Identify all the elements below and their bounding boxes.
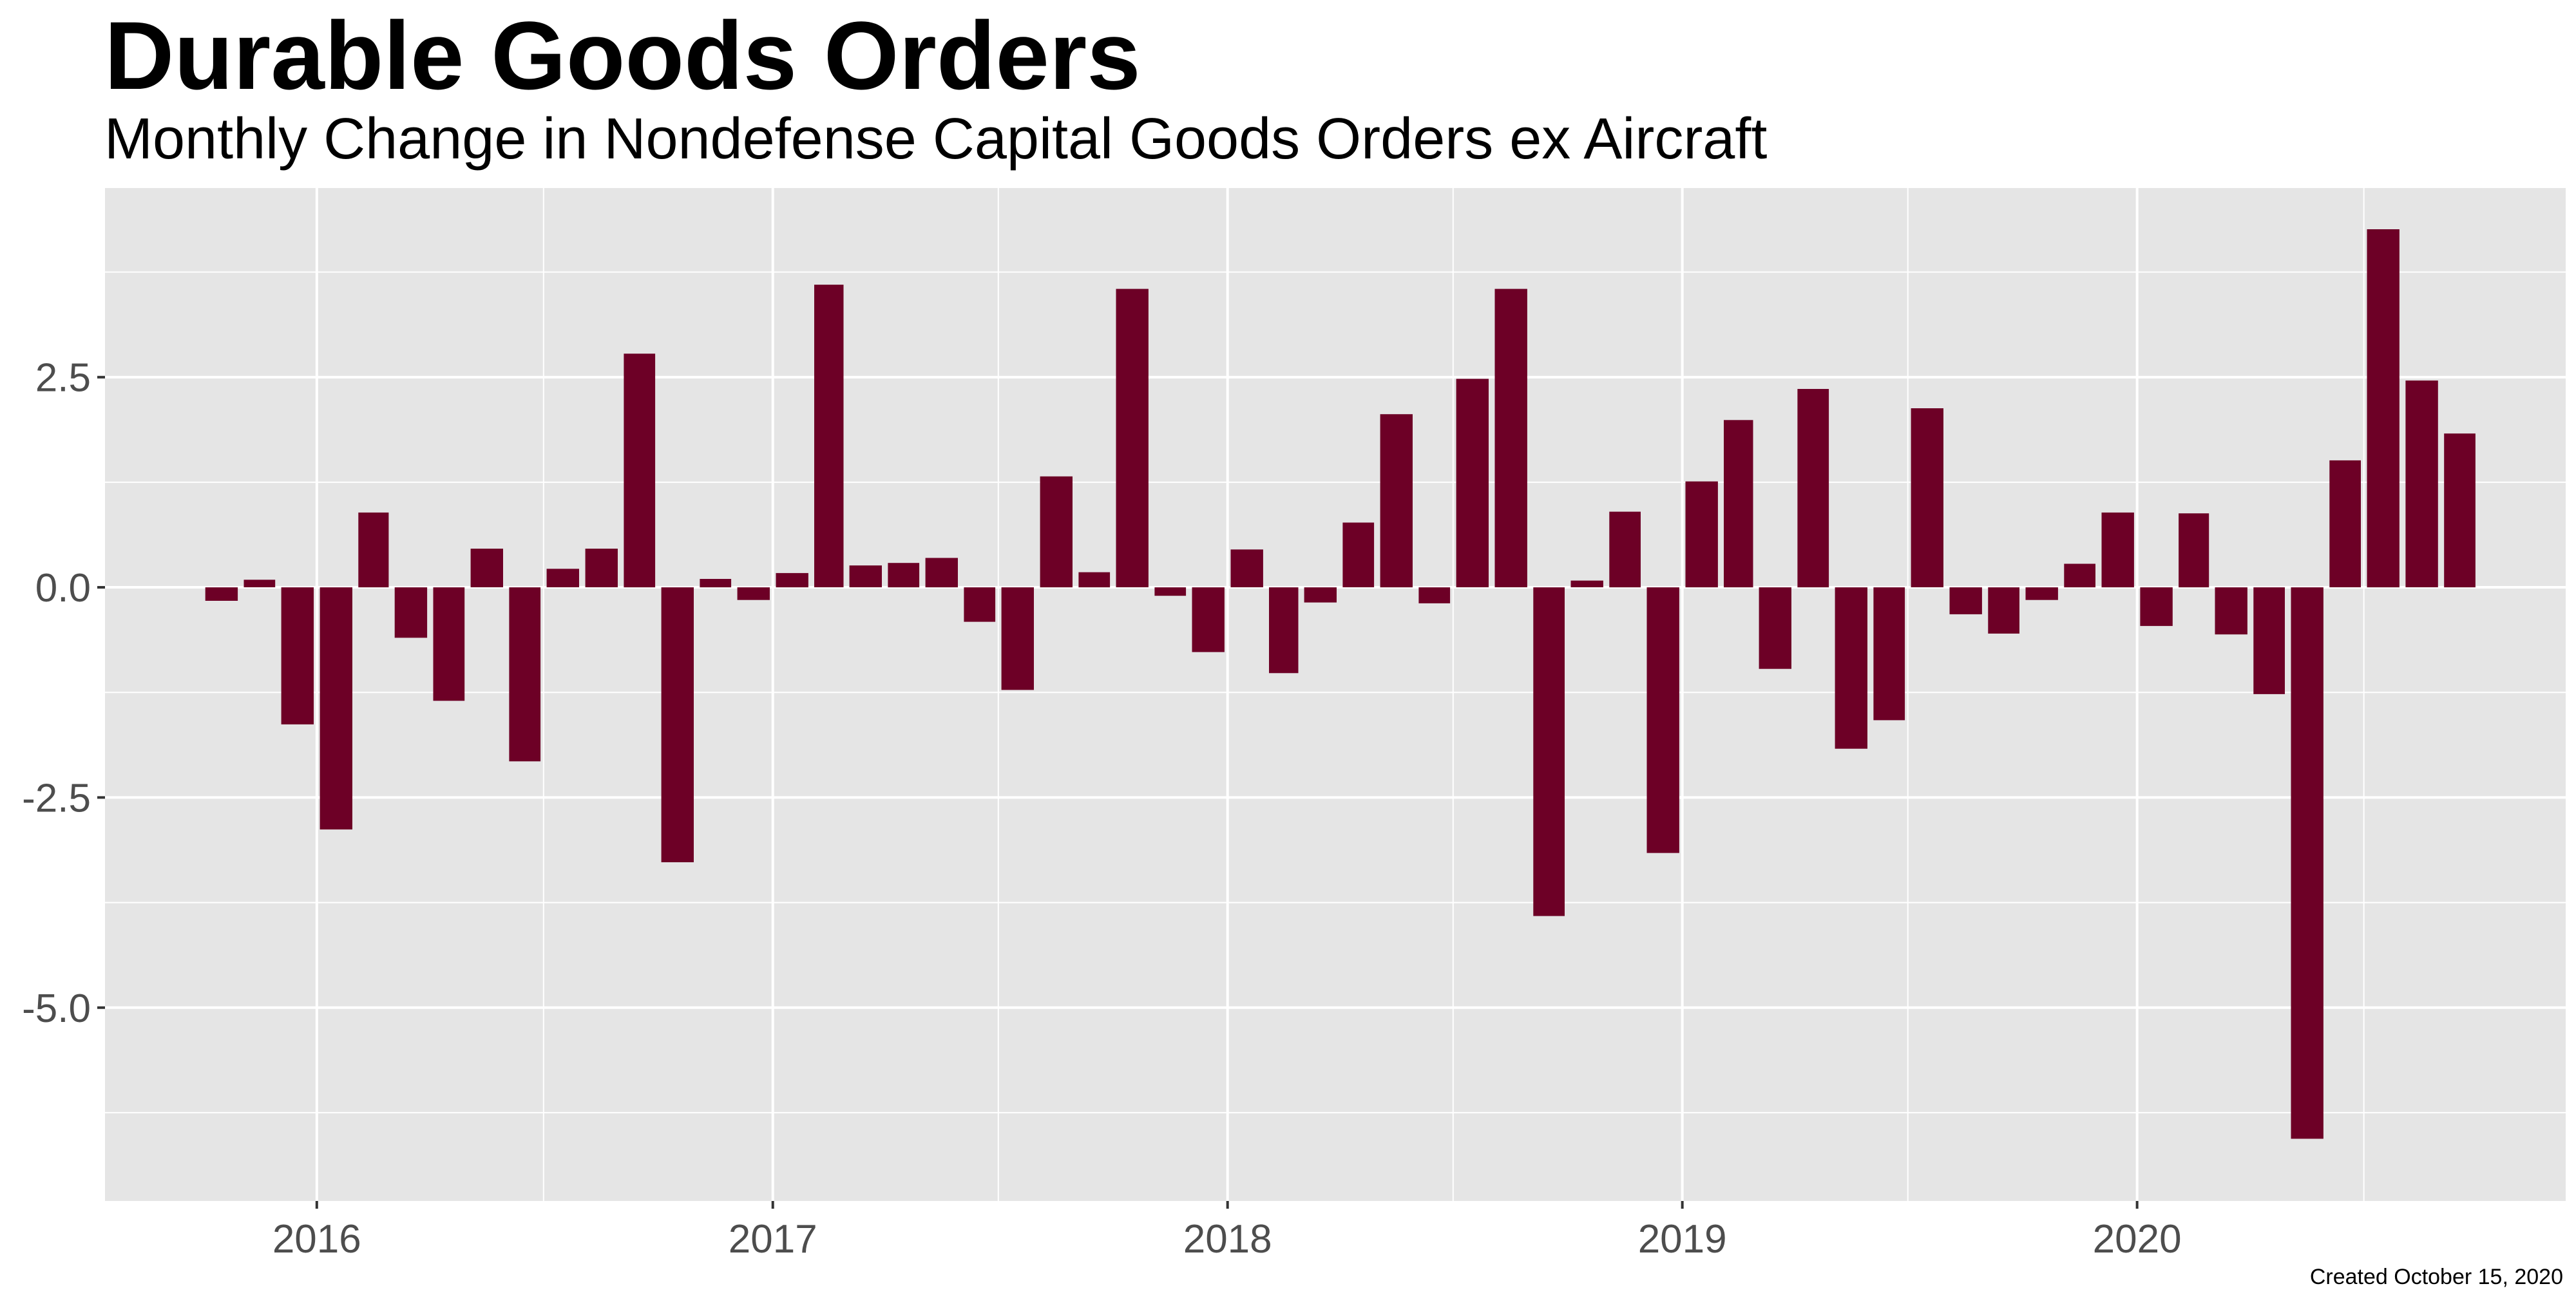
bar-2020-06 [2329,460,2361,587]
bar-2016-04 [433,587,465,701]
bar-2019-09 [1988,587,2019,634]
x-tick-label: 2019 [1638,1217,1727,1261]
bar-2016-03 [394,587,428,638]
y-axis: 2.5 0.0 -2.5 -5.0 [22,356,105,1031]
bar-2017-11 [1154,587,1187,596]
bar-2019-08 [1949,587,1982,614]
bar-2016-01 [320,587,352,830]
bar-2019-02 [1724,420,1753,588]
x-tick-label: 2017 [729,1217,817,1261]
bar-2015-10 [205,587,238,601]
bar-2020-09 [2444,433,2476,588]
bar-2016-09 [624,354,656,588]
bar-2020-01 [2140,587,2173,627]
bar-2020-03 [2215,587,2247,635]
bar-2017-01 [776,572,808,588]
bar-2016-05 [470,549,503,587]
bar-2018-03 [1304,587,1337,603]
bar-2017-02 [814,285,844,587]
bar-2017-12 [1192,587,1225,652]
bar-2018-06 [1418,587,1451,603]
bar-2019-11 [2064,563,2095,588]
bar-2019-10 [2025,587,2058,600]
bar-2017-10 [1116,288,1149,587]
bar-2018-05 [1380,414,1413,588]
x-tick-label: 2020 [2093,1217,2182,1261]
bar-2019-06 [1873,587,1905,721]
bar-2019-07 [1911,408,1943,587]
bar-2015-11 [243,580,276,587]
bar-2018-09 [1533,587,1565,916]
bar-2015-12 [281,587,314,724]
bar-2016-02 [358,512,389,588]
bar-2016-06 [509,587,541,762]
bar-2016-11 [700,579,732,588]
x-tick-label: 2016 [272,1217,361,1261]
bar-2020-07 [2367,229,2399,588]
y-tick-label: 2.5 [35,356,91,401]
bar-2017-05 [925,558,958,588]
chart-subtitle: Monthly Change in Nondefense Capital Goo… [104,107,1768,171]
bar-2018-07 [1456,379,1489,587]
bar-2018-02 [1269,587,1299,674]
bar-2018-11 [1609,511,1641,588]
bar-2016-10 [661,587,694,862]
bar-2018-08 [1494,288,1527,587]
bar-2017-06 [964,587,996,622]
bar-2016-08 [585,549,618,587]
minor-gridlines [105,188,2566,1201]
bar-2017-07 [1001,587,1034,690]
bar-2017-04 [888,563,920,588]
bar-2017-03 [849,565,882,587]
bars [205,229,2476,1139]
chart-caption: Created October 15, 2020 [2309,1265,2563,1289]
bar-2020-05 [2291,587,2323,1139]
plot-panel [105,188,2566,1201]
bar-2017-09 [1078,572,1111,588]
x-tick-label: 2018 [1183,1217,1272,1261]
chart-title: Durable Goods Orders [104,1,1141,109]
bar-2019-12 [2101,512,2134,588]
bar-2020-02 [2179,513,2209,588]
bar-2018-01 [1230,549,1263,587]
major-gridlines [105,188,2566,1201]
bar-2016-12 [737,587,770,600]
bar-2020-04 [2253,587,2285,694]
bar-2019-05 [1835,587,1867,749]
y-tick-label: -2.5 [22,776,91,820]
y-tick-label: -5.0 [22,987,91,1031]
bar-2018-04 [1342,522,1375,587]
bar-2019-03 [1759,587,1791,669]
bar-2020-08 [2405,380,2438,587]
bar-2017-08 [1040,476,1073,588]
bar-2018-12 [1646,587,1679,853]
bar-2016-07 [546,569,579,587]
bar-2018-10 [1570,580,1603,587]
x-axis: 2016 2017 2018 2019 2020 [272,1201,2182,1261]
y-tick-label: 0.0 [35,566,91,610]
bar-2019-04 [1797,389,1829,588]
bar-2019-01 [1685,481,1718,588]
